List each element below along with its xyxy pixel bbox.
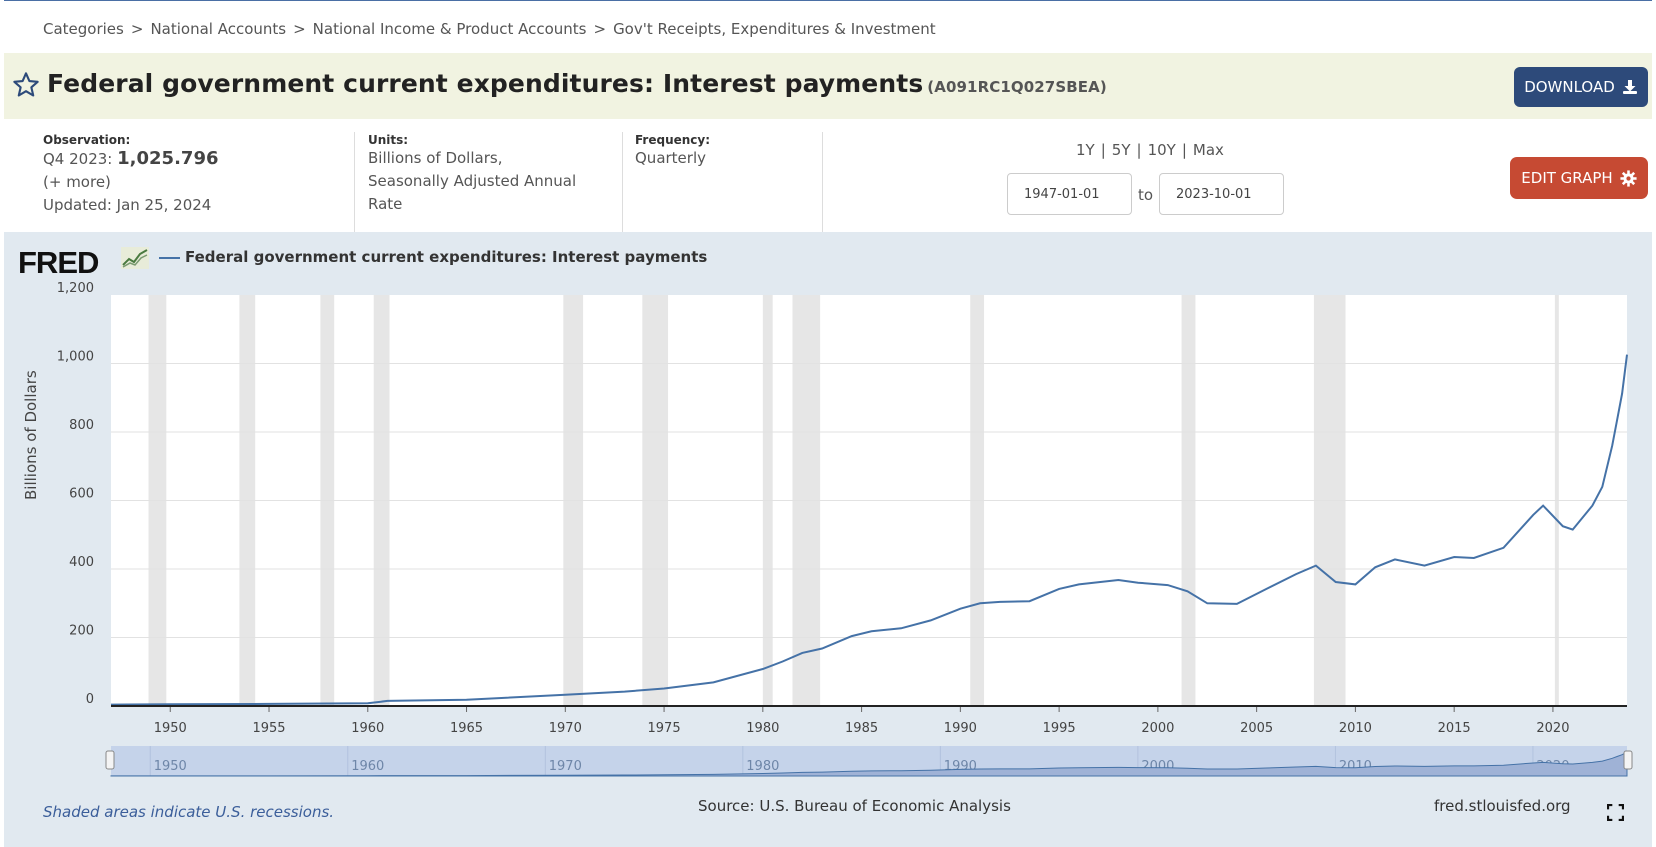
range-selector: 1Y | 5Y | 10Y | Max	[1076, 141, 1224, 159]
y-tick-label: 600	[69, 487, 94, 502]
date-from-input[interactable]: 1947-01-01	[1007, 173, 1132, 215]
page-title-text: Federal government current expenditures:…	[47, 69, 924, 98]
more-link[interactable]: (+ more)	[43, 173, 111, 191]
x-tick-label: 1985	[845, 721, 878, 736]
frequency-label: Frequency:	[635, 133, 711, 147]
units-label: Units:	[368, 133, 409, 147]
range-10y[interactable]: 10Y	[1147, 141, 1176, 159]
divider	[822, 132, 823, 232]
x-tick-label: 1970	[549, 721, 582, 736]
navigator-tick-label: 1950	[154, 759, 187, 774]
y-axis-label: Billions of Dollars	[22, 370, 40, 500]
updated-date: Updated: Jan 25, 2024	[43, 196, 212, 214]
series-code: (A091RC1Q027SBEA)	[927, 78, 1107, 96]
x-tick-label: 2010	[1339, 721, 1372, 736]
breadcrumb: Categories > National Accounts > National In…	[43, 20, 936, 38]
navigator-area	[110, 751, 1628, 777]
breadcrumb-national-accounts[interactable]: National Accounts	[150, 20, 287, 38]
frequency-value: Quarterly	[635, 149, 706, 167]
legend-swatch	[159, 257, 180, 259]
source-text: Source: U.S. Bureau of Economic Analysis	[698, 797, 1011, 815]
units-block: Units: Billions of Dollars, Seasonally A…	[368, 133, 578, 216]
to-label: to	[1138, 186, 1154, 204]
download-label: DOWNLOAD	[1524, 78, 1615, 96]
fullscreen-icon[interactable]	[1607, 804, 1624, 821]
frequency-block: Frequency: Quarterly	[635, 133, 710, 170]
x-tick-label: 1950	[154, 721, 187, 736]
x-tick-label: 2000	[1141, 721, 1174, 736]
navigator-handle-right[interactable]	[1623, 750, 1633, 770]
units-value: Billions of Dollars, Seasonally Adjusted…	[368, 149, 577, 213]
divider	[354, 132, 355, 232]
date-to-input[interactable]: 2023-10-01	[1159, 173, 1284, 215]
navigator-handle-left[interactable]	[105, 750, 115, 770]
observation-period: Q4 2023:	[43, 150, 113, 168]
x-tick-label: 2005	[1240, 721, 1273, 736]
breadcrumb-separator: >	[293, 20, 306, 38]
breadcrumb-separator: >	[130, 20, 144, 38]
legend-label: Federal government current expenditures:…	[185, 248, 708, 266]
download-button[interactable]: DOWNLOAD	[1514, 67, 1648, 107]
x-tick-label: 1960	[351, 721, 384, 736]
x-tick-label: 2020	[1536, 721, 1569, 736]
breadcrumb-nipa[interactable]: National Income & Product Accounts	[312, 20, 587, 38]
range-max[interactable]: Max	[1192, 141, 1224, 159]
y-tick-label: 0	[86, 692, 94, 707]
star-icon[interactable]	[12, 71, 40, 99]
edit-graph-button[interactable]: EDIT GRAPH	[1510, 157, 1648, 199]
divider	[622, 132, 623, 232]
range-5y[interactable]: 5Y	[1111, 141, 1131, 159]
y-tick-label: 1,000	[57, 350, 94, 365]
navigator-tick-label: 1960	[351, 759, 384, 774]
navigator-tick-label: 1970	[549, 759, 582, 774]
fred-chart-logo-icon	[121, 247, 149, 269]
series-line	[110, 354, 1628, 706]
page-frame	[4, 0, 1652, 847]
gear-icon	[1620, 169, 1637, 187]
x-tick-label: 1965	[450, 721, 483, 736]
page-title: Federal government current expenditures:…	[47, 69, 1107, 98]
x-tick-label: 1990	[944, 721, 977, 736]
navigator-tick-label: 1980	[746, 759, 779, 774]
observation-value: 1,025.796	[117, 148, 219, 169]
fred-url[interactable]: fred.stlouisfed.org	[1434, 797, 1571, 815]
x-tick-label: 1955	[252, 721, 285, 736]
range-1y[interactable]: 1Y	[1076, 141, 1095, 159]
fred-logo[interactable]: FRED	[18, 245, 99, 280]
recession-note: Shaded areas indicate U.S. recessions.	[43, 803, 335, 821]
x-tick-label: 2015	[1438, 721, 1471, 736]
x-tick-label: 1995	[1043, 721, 1076, 736]
title-bar: Federal government current expenditures:…	[4, 53, 1652, 119]
observation-block: Observation: Q4 2023: 1,025.796 (+ more)…	[43, 133, 219, 217]
observation-label: Observation:	[43, 133, 131, 147]
x-tick-label: 1980	[746, 721, 779, 736]
y-tick-label: 200	[69, 624, 94, 639]
y-tick-label: 1,200	[57, 281, 94, 296]
breadcrumb-separator: >	[593, 20, 607, 38]
breadcrumb-govt-receipts[interactable]: Gov't Receipts, Expenditures & Investmen…	[613, 20, 936, 38]
y-tick-label: 800	[69, 418, 94, 433]
y-tick-label: 400	[69, 555, 94, 570]
breadcrumb-categories[interactable]: Categories	[43, 20, 124, 38]
download-icon	[1622, 80, 1637, 94]
observation-value-line: Q4 2023: 1,025.796	[43, 147, 219, 171]
x-tick-label: 1975	[648, 721, 681, 736]
edit-graph-label: EDIT GRAPH	[1521, 169, 1613, 187]
